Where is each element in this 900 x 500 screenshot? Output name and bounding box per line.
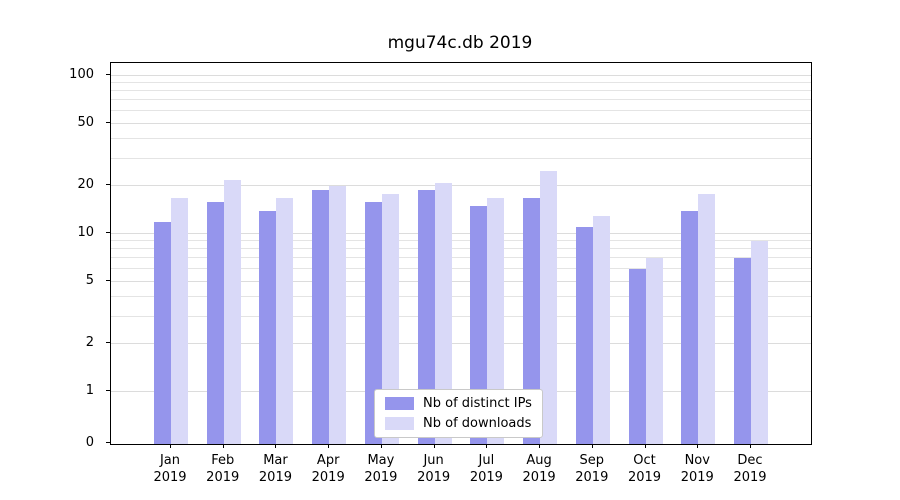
y-tick-mark (106, 390, 110, 391)
x-tick-label-may: May 2019 (364, 453, 398, 485)
y-tick-label: 0 (85, 435, 94, 450)
x-tick-mark (328, 444, 330, 448)
y-tick-mark (106, 279, 110, 281)
chart-title: mgu74c.db 2019 (387, 33, 533, 53)
x-tick-label-jan: Jan 2019 (153, 453, 187, 485)
x-tick-mark (433, 444, 435, 448)
bars-layer (111, 63, 811, 444)
gridline-minor (111, 295, 811, 297)
gridline-minor (111, 257, 811, 259)
gridline-major (111, 343, 811, 345)
x-tick-label-aug: Aug 2019 (522, 453, 556, 485)
x-tick-label-apr: Apr 2019 (311, 453, 345, 485)
y-tick-mark (106, 184, 110, 186)
gridline-major (111, 185, 811, 187)
x-tick-mark (170, 444, 171, 448)
bar-mar-downloads (276, 197, 294, 444)
y-tick-label: 50 (77, 114, 94, 130)
bar-oct-distinct-ips (628, 269, 646, 444)
gridline-minor (111, 240, 811, 242)
x-tick-mark (750, 444, 751, 448)
bar-nov-distinct-ips (681, 210, 699, 444)
bar-feb-downloads (223, 179, 241, 444)
x-tick-mark (644, 444, 646, 448)
bar-apr-distinct-ips (312, 189, 330, 444)
bar-jun-downloads (434, 183, 452, 444)
y-tick-mark (106, 442, 110, 443)
gridline-major (111, 233, 811, 234)
gridline-minor (111, 248, 811, 250)
gridline-major (111, 280, 811, 282)
bar-sep-downloads (592, 216, 610, 444)
x-tick-label-oct: Oct 2019 (627, 453, 662, 485)
bar-nov-downloads (698, 193, 716, 444)
x-tick-mark (591, 444, 593, 448)
plot-area: Nb of distinct IPs Nb of downloads (110, 62, 812, 445)
y-tick-mark (106, 232, 110, 233)
bar-may-distinct-ips (364, 201, 382, 444)
x-tick-mark (697, 444, 699, 448)
y-tick-mark (106, 121, 110, 123)
legend-label-distinct-ips: Nb of distinct IPs (423, 396, 532, 411)
y-tick-label: 10 (77, 225, 94, 240)
gridline-minor (111, 82, 811, 84)
bar-dec-distinct-ips (734, 258, 751, 444)
x-tick-mark (275, 444, 277, 448)
x-tick-label-feb: Feb 2019 (206, 453, 240, 485)
legend: Nb of distinct IPs Nb of downloads (374, 389, 543, 438)
x-tick-label-dec: Dec 2019 (733, 453, 767, 485)
x-tick-label-mar: Mar 2019 (258, 453, 292, 485)
legend-item-distinct-ips: Nb of distinct IPs (385, 396, 532, 411)
x-tick-mark (380, 444, 382, 448)
bar-may-downloads (381, 193, 399, 444)
x-tick-label-sep: Sep 2019 (575, 453, 609, 485)
y-tick-mark (106, 74, 110, 75)
y-tick-mark (106, 342, 110, 344)
gridline-minor (111, 268, 811, 270)
bar-jul-distinct-ips (470, 206, 488, 444)
bar-aug-downloads (540, 171, 558, 444)
bar-jan-distinct-ips (154, 221, 171, 444)
gridline-minor (111, 137, 811, 139)
bar-aug-distinct-ips (523, 197, 541, 444)
bar-feb-distinct-ips (206, 201, 224, 444)
x-tick-mark (222, 444, 224, 448)
gridline-minor (111, 315, 811, 317)
bar-jul-downloads (487, 197, 505, 444)
bar-jun-distinct-ips (417, 189, 435, 444)
gridline-minor (111, 99, 811, 101)
gridline-minor (111, 157, 811, 159)
x-axis: Jan 2019 Feb 2019 Mar 2019 Apr 2019 May 2019 Jun 20… (110, 443, 810, 495)
gridline-major (111, 75, 811, 76)
x-tick-label-nov: Nov 2019 (680, 453, 714, 485)
bar-dec-downloads (751, 241, 768, 444)
bar-jan-downloads (171, 197, 188, 444)
gridline-minor (111, 90, 811, 92)
y-axis: 0 1 2 5 10 20 50 100 (0, 62, 110, 450)
legend-item-downloads: Nb of downloads (385, 416, 532, 431)
legend-swatch-downloads (385, 417, 414, 430)
gridline-major (111, 122, 811, 124)
x-tick-label-jun: Jun 2019 (417, 453, 451, 485)
y-tick-label: 100 (69, 67, 94, 82)
y-tick-label: 20 (77, 177, 94, 193)
y-tick-label: 5 (85, 272, 94, 288)
x-tick-label-jul: Jul 2019 (469, 453, 503, 485)
x-tick-mark (539, 444, 541, 448)
bar-apr-downloads (329, 186, 347, 444)
x-tick-mark (486, 444, 488, 448)
legend-label-downloads: Nb of downloads (423, 416, 532, 431)
y-tick-label: 1 (85, 383, 94, 398)
legend-swatch-distinct-ips (385, 397, 414, 410)
bar-mar-distinct-ips (259, 210, 277, 444)
y-tick-label: 2 (85, 335, 94, 351)
bar-sep-distinct-ips (575, 227, 593, 444)
bar-oct-downloads (645, 258, 663, 444)
gridline-minor (111, 110, 811, 112)
